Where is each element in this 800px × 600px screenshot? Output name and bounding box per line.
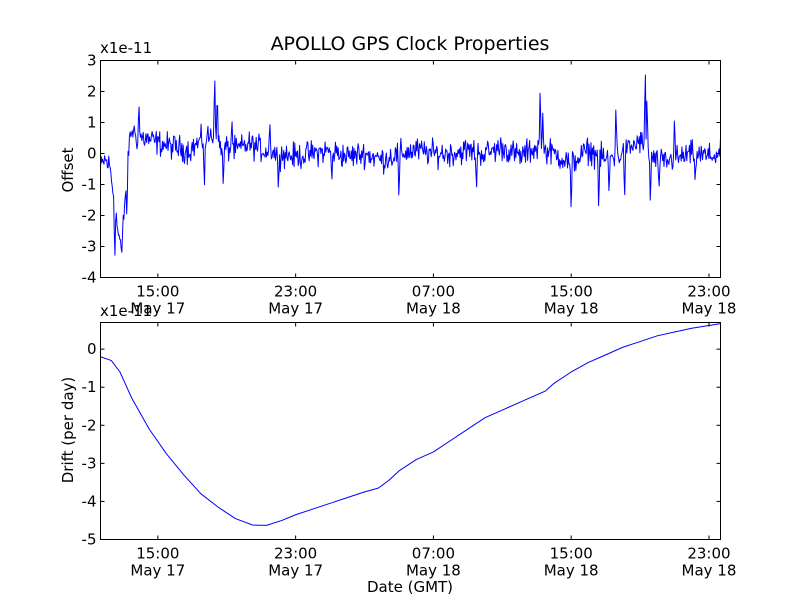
offset-y-tick-label: 1 [87,114,97,132]
offset-series-line [100,74,721,256]
offset-y-tick-label: -2 [82,207,97,225]
drift-y-tick-label: -1 [82,378,97,396]
drift-subplot: x1e-11 Drift (per day) 0 -1 -2 -3 -4 -5 15:00… [59,302,736,580]
drift-series-group [100,323,721,526]
drift-x-tick-time: 23:00 [274,545,317,563]
drift-x-tick-date: May 18 [682,562,737,580]
drift-y-tick-label: 0 [87,340,97,358]
offset-x-tick-date: May 18 [682,300,737,318]
drift-y-tick-label: -3 [82,454,97,472]
drift-axes-frame [100,322,721,540]
offset-ylabel: Offset [59,147,77,192]
drift-x-tick-time: 15:00 [136,545,179,563]
drift-y-tick-label: -4 [82,492,97,510]
drift-x-tick-time: 15:00 [550,545,593,563]
offset-x-tick-time: 15:00 [136,283,179,301]
offset-axes-frame [100,60,721,278]
offset-y-tick-label: -3 [82,238,97,256]
drift-scale-label: x1e-11 [100,302,152,320]
offset-scale-label: x1e-11 [100,39,152,57]
drift-x-tick-date: May 18 [406,562,461,580]
drift-x-tick-date: May 17 [130,562,185,580]
offset-x-tick-time: 15:00 [550,283,593,301]
chart-title: APOLLO GPS Clock Properties [271,33,550,55]
offset-x-tick-date: May 18 [406,300,461,318]
offset-series-group [100,74,721,256]
offset-x-tick-time: 23:00 [687,283,730,301]
drift-y-tick-label: -2 [82,416,97,434]
offset-y-tick-label: -1 [82,176,97,194]
offset-y-tick-label: 2 [87,83,97,101]
drift-y-tick-label: -5 [82,531,97,549]
drift-x-tick-date: May 17 [268,562,323,580]
drift-series-line [100,323,721,526]
offset-y-ticks: 3 2 1 0 -1 -2 -3 -4 [82,52,721,287]
offset-y-tick-label: 3 [87,52,97,70]
offset-x-tick-time: 23:00 [274,283,317,301]
drift-x-tick-date: May 18 [544,562,599,580]
drift-ylabel: Drift (per day) [59,377,77,484]
offset-x-tick-date: May 18 [544,300,599,318]
offset-y-tick-label: 0 [87,145,97,163]
offset-x-tick-date: May 17 [130,300,185,318]
offset-x-tick-date: May 17 [268,300,323,318]
offset-y-tick-label: -4 [82,269,97,287]
drift-y-ticks: 0 -1 -2 -3 -4 -5 [82,340,721,549]
drift-x-tick-time: 23:00 [687,545,730,563]
drift-x-tick-time: 07:00 [412,545,455,563]
x-axis-label: Date (GMT) [367,578,453,596]
offset-x-tick-time: 07:00 [412,283,455,301]
